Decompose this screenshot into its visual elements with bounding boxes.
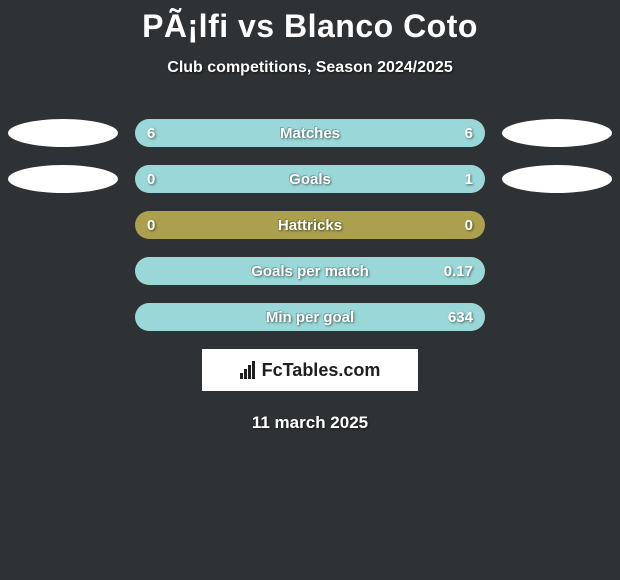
stat-row: 0.17Goals per match [0,257,620,285]
stat-bar: 0.17Goals per match [135,257,485,285]
stat-bar: 00Hattricks [135,211,485,239]
stat-row: 66Matches [0,119,620,147]
date-text: 11 march 2025 [0,413,620,433]
stat-label: Min per goal [135,303,485,331]
stats-container: 66Matches 01Goals 00Hattricks 0.17Goals per… [0,119,620,331]
stat-label: Goals per match [135,257,485,285]
stat-bar: 634Min per goal [135,303,485,331]
player-badge-right [502,119,612,147]
stat-label: Goals [135,165,485,193]
brand-box[interactable]: FcTables.com [202,349,418,391]
stat-row: 01Goals [0,165,620,193]
stat-bar: 01Goals [135,165,485,193]
stat-label: Matches [135,119,485,147]
player-badge-right [502,165,612,193]
page-title: PÃ¡lfi vs Blanco Coto [0,0,620,45]
chart-icon [240,361,256,379]
player-badge-left [8,119,118,147]
stat-bar: 66Matches [135,119,485,147]
stat-row: 634Min per goal [0,303,620,331]
player-badge-left [8,165,118,193]
comparison-widget: PÃ¡lfi vs Blanco Coto Club competitions,… [0,0,620,580]
brand-text: FcTables.com [262,360,381,381]
stat-row: 00Hattricks [0,211,620,239]
subtitle: Club competitions, Season 2024/2025 [0,59,620,77]
stat-label: Hattricks [135,211,485,239]
